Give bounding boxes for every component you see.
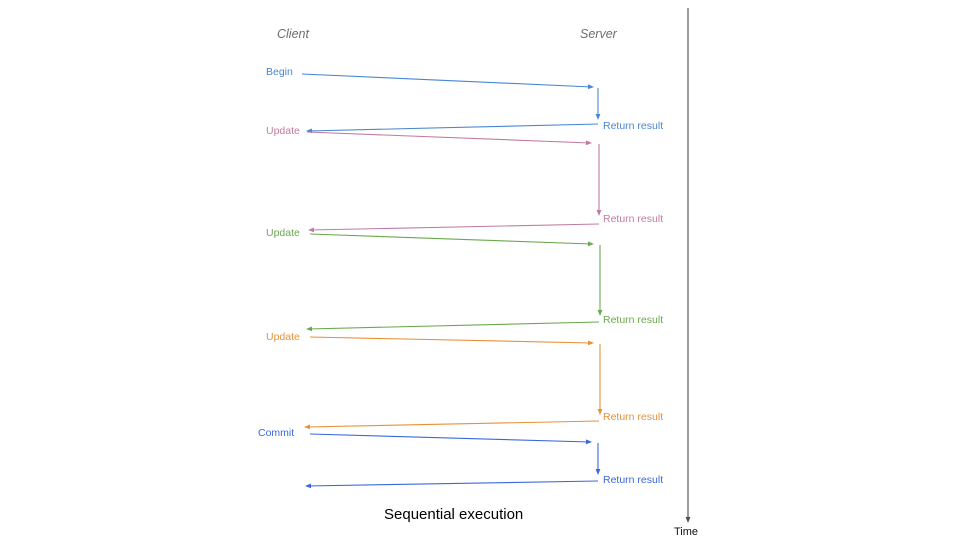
request-line-2	[309, 233, 593, 245]
request-line-3	[309, 336, 593, 344]
request-arrowhead-3	[588, 340, 594, 346]
return-line-0	[307, 123, 599, 132]
server-segment-arrowhead-4	[595, 469, 601, 475]
return-line-4	[306, 480, 599, 487]
server-segment-arrowhead-1	[596, 210, 602, 216]
return-arrowhead-4	[305, 483, 311, 489]
request-arrowhead-4	[585, 439, 592, 445]
request-arrowhead-0	[587, 84, 594, 90]
request-line-4	[309, 433, 591, 443]
server-segment-arrowhead-3	[597, 409, 603, 415]
server-segment-arrowhead-0	[595, 114, 601, 120]
time-axis-arrowhead	[685, 517, 691, 523]
request-arrowhead-1	[585, 140, 592, 146]
return-line-1	[309, 223, 600, 231]
request-arrowhead-2	[587, 241, 594, 247]
request-line-0	[301, 73, 593, 88]
request-line-1	[306, 131, 591, 144]
return-arrowhead-2	[306, 326, 313, 332]
return-arrowhead-3	[304, 424, 310, 430]
return-line-2	[307, 321, 600, 330]
server-segment-arrowhead-2	[597, 310, 603, 316]
return-arrowhead-1	[308, 227, 314, 233]
return-line-3	[305, 420, 600, 428]
